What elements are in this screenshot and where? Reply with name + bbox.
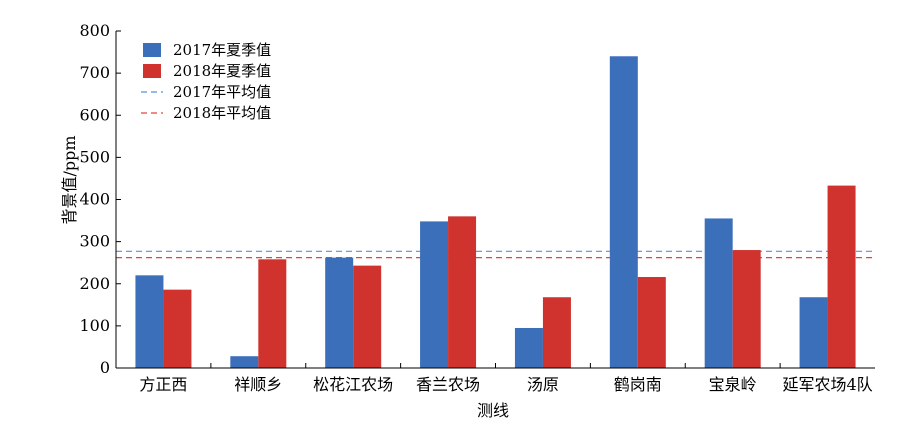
legend: 2017年夏季值 2018年夏季值 2017年平均值 2018年平均值 [141,41,271,122]
bar-2018 [827,185,856,368]
y-tick-label: 700 [79,63,110,82]
legend-label: 2017年平均值 [173,83,271,101]
bar-2018 [258,259,287,368]
bar-2017 [230,356,259,368]
reference-lines [116,250,875,259]
bar-2018 [637,277,666,368]
x-tick-label: 香兰农场 [416,375,480,394]
legend-label: 2018年平均值 [173,104,271,122]
bar-2018 [732,250,761,368]
y-tick-label: 0 [100,358,110,377]
legend-label: 2017年夏季值 [173,41,271,59]
legend-swatch [143,64,161,78]
bar-2017 [609,56,638,369]
y-tick-label: 100 [79,316,110,335]
x-tick-label: 方正西 [139,375,187,394]
bar-2017 [704,218,733,368]
legend-label: 2018年夏季值 [173,62,271,80]
bar-2017 [514,327,543,368]
x-axis-label: 测线 [477,401,509,420]
bars [135,56,856,369]
bar-2017 [420,221,449,368]
x-tick-label: 祥顺乡 [234,375,282,394]
bar-2017 [799,297,828,368]
y-axis-label: 背景值/ppm [60,135,79,224]
x-tick-label: 延军农场4队 [782,375,872,394]
axes: 0 100 200 300 400 500 600 700 800 方正西 祥顺乡 松花江农场 香兰农场… [79,21,875,394]
bar-2018 [448,216,477,368]
y-tick-label: 300 [79,232,110,251]
bar-2018 [353,265,382,368]
x-tick-label: 松花江农场 [313,375,393,394]
y-tick-label: 800 [79,21,110,40]
bar-2018 [542,297,571,368]
y-tick-label: 500 [79,147,110,166]
y-tick-label: 600 [79,105,110,124]
bar-2017 [135,275,164,368]
y-tick-label: 200 [79,274,110,293]
bar-2018 [163,289,192,368]
x-tick-label: 鹤岗南 [614,375,662,394]
x-tick-label: 汤原 [527,375,559,394]
legend-swatch [143,43,161,57]
bar-2017 [325,257,354,368]
x-tick-label: 宝泉岭 [709,375,757,394]
y-tick-label: 400 [79,190,110,209]
